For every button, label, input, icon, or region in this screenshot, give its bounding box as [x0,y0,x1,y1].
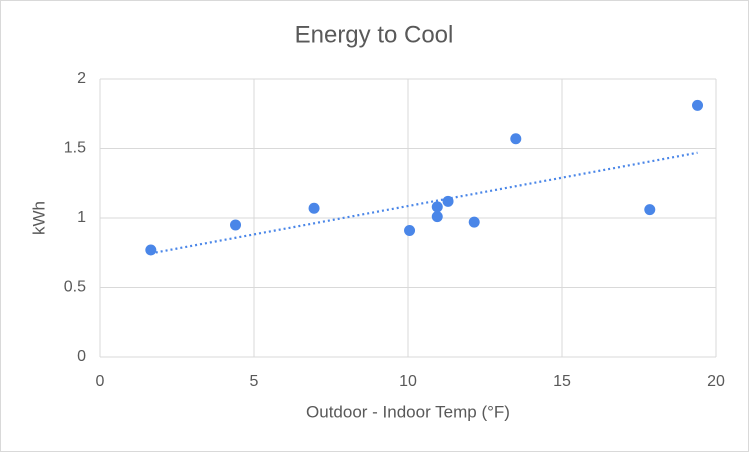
point [692,99,704,111]
point [145,244,157,256]
point [468,216,480,228]
x-tick-label: 15 [553,373,571,390]
y-axis-label: kWh [29,201,48,235]
x-tick-label: 10 [399,373,417,390]
y-tick-label: 1 [77,209,86,226]
point [431,201,443,213]
point [308,202,320,214]
point [644,204,656,216]
point [431,211,443,223]
y-tick-label: 0.5 [64,279,86,296]
x-tick-label: 20 [707,373,725,390]
point [404,225,416,237]
x-tick-label: 0 [96,373,105,390]
y-tick-label: 1.5 [64,140,86,157]
y-tick-label: 0 [77,348,86,365]
point [442,195,454,207]
x-axis-label: Outdoor - Indoor Temp (°F) [306,402,510,421]
point [230,219,242,231]
y-tick-label: 2 [77,70,86,87]
chart-title: Energy to Cool [295,21,454,48]
point [510,133,522,145]
x-tick-label: 5 [250,373,259,390]
